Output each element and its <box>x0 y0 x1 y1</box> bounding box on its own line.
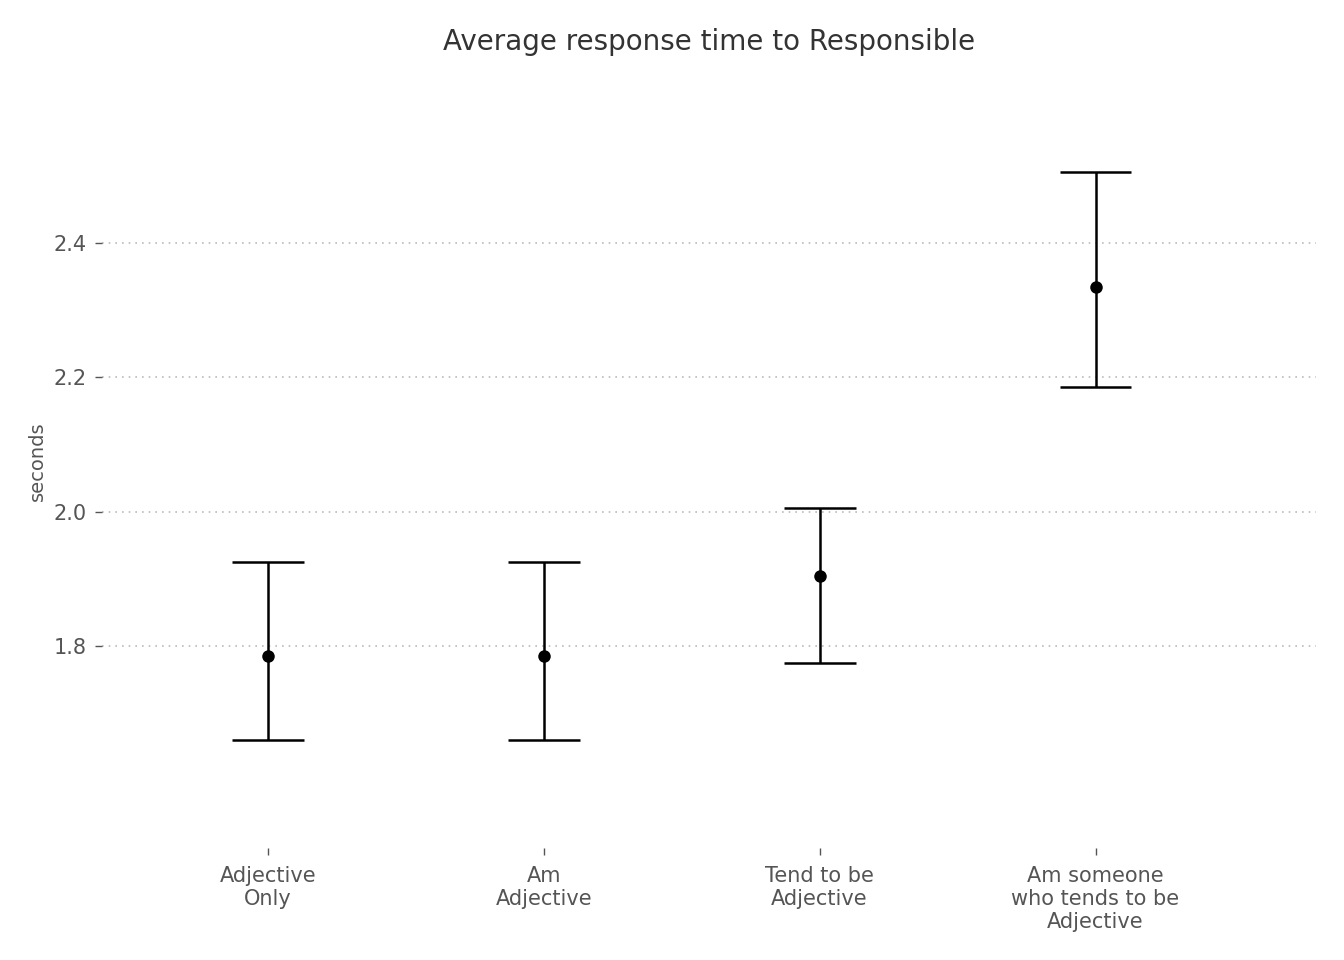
Title: Average response time to Responsible: Average response time to Responsible <box>444 28 976 56</box>
Y-axis label: seconds: seconds <box>28 421 47 501</box>
